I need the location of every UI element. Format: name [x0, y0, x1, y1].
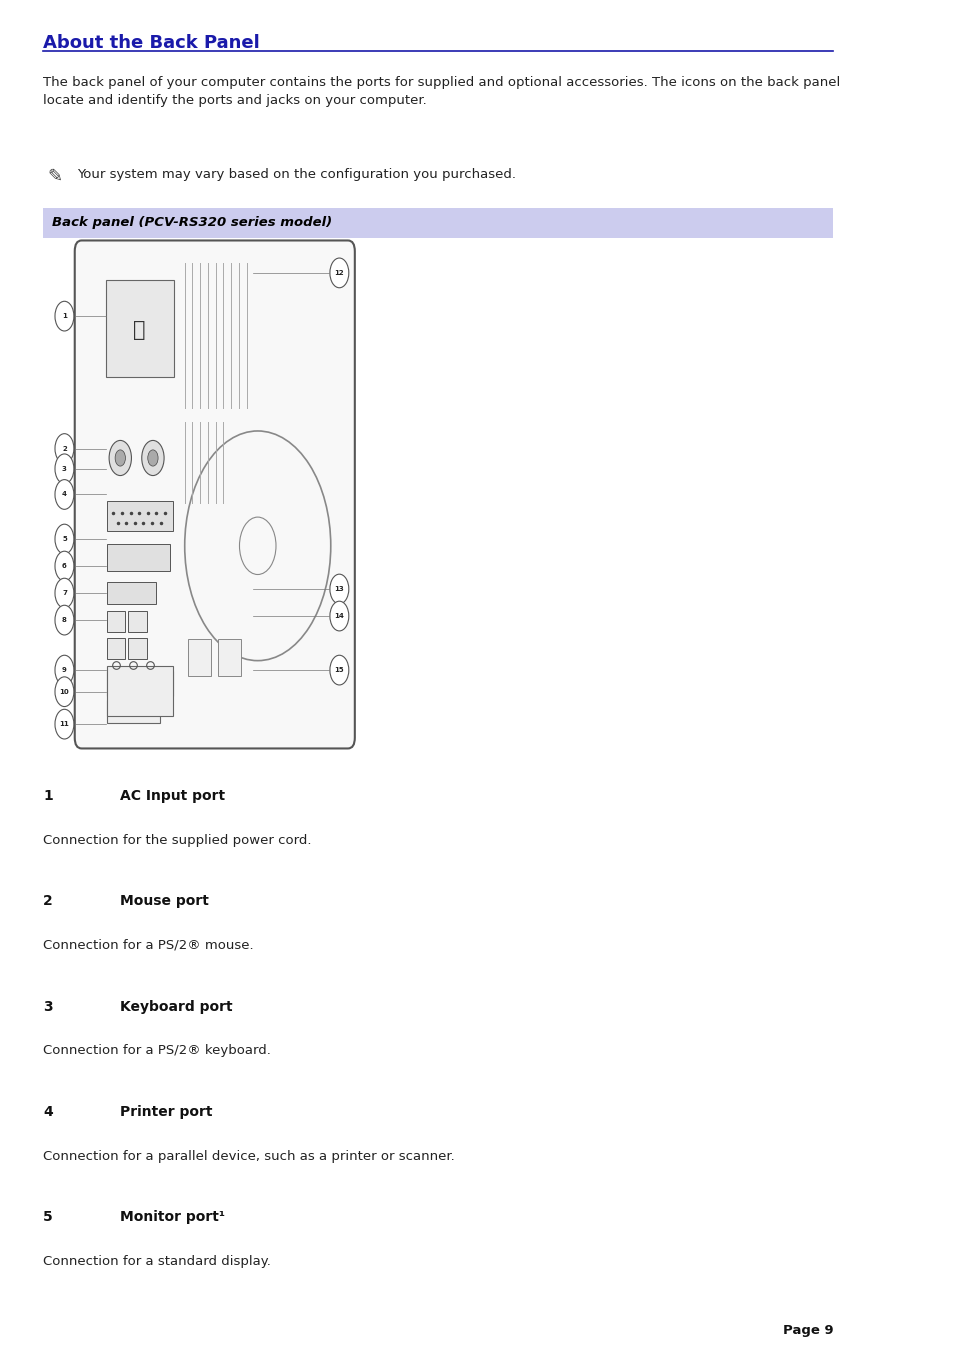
Text: Connection for the supplied power cord.: Connection for the supplied power cord. [43, 834, 311, 847]
FancyBboxPatch shape [107, 501, 172, 531]
Text: 8: 8 [62, 617, 67, 623]
FancyBboxPatch shape [218, 639, 241, 676]
Text: Back panel (PCV-RS320 series model): Back panel (PCV-RS320 series model) [51, 216, 332, 230]
Circle shape [330, 601, 349, 631]
Text: 11: 11 [59, 721, 70, 727]
Text: 4: 4 [43, 1105, 52, 1119]
Circle shape [148, 450, 158, 466]
Circle shape [330, 655, 349, 685]
Circle shape [330, 258, 349, 288]
FancyBboxPatch shape [128, 638, 147, 659]
Circle shape [55, 578, 73, 608]
Text: 5: 5 [62, 536, 67, 542]
Text: ⏻: ⏻ [132, 320, 145, 339]
Text: Keyboard port: Keyboard port [120, 1000, 233, 1013]
FancyBboxPatch shape [107, 638, 125, 659]
Text: Connection for a parallel device, such as a printer or scanner.: Connection for a parallel device, such a… [43, 1150, 455, 1163]
Text: Connection for a PS/2® keyboard.: Connection for a PS/2® keyboard. [43, 1044, 271, 1058]
FancyBboxPatch shape [107, 671, 172, 696]
FancyBboxPatch shape [128, 611, 147, 632]
Text: ✎: ✎ [48, 168, 62, 185]
Text: Connection for a PS/2® mouse.: Connection for a PS/2® mouse. [43, 939, 253, 952]
Text: AC Input port: AC Input port [120, 789, 225, 802]
Text: Your system may vary based on the configuration you purchased.: Your system may vary based on the config… [77, 168, 516, 181]
Text: 4: 4 [62, 492, 67, 497]
Text: Monitor port¹: Monitor port¹ [120, 1210, 225, 1224]
Text: 14: 14 [335, 613, 344, 619]
Circle shape [55, 655, 73, 685]
FancyBboxPatch shape [107, 582, 155, 604]
Text: Page 9: Page 9 [781, 1324, 833, 1337]
Text: 1: 1 [62, 313, 67, 319]
Text: 7: 7 [62, 590, 67, 596]
FancyBboxPatch shape [107, 544, 170, 571]
Circle shape [55, 434, 73, 463]
Text: 2: 2 [62, 446, 67, 451]
Text: 3: 3 [62, 466, 67, 471]
Circle shape [115, 450, 125, 466]
Text: 15: 15 [335, 667, 344, 673]
Text: 13: 13 [335, 586, 344, 592]
Text: 2: 2 [43, 894, 52, 908]
Circle shape [55, 480, 73, 509]
Text: 10: 10 [59, 689, 70, 694]
Circle shape [55, 301, 73, 331]
Circle shape [109, 440, 132, 476]
Circle shape [55, 605, 73, 635]
FancyBboxPatch shape [107, 666, 172, 716]
Text: Connection for a standard display.: Connection for a standard display. [43, 1255, 271, 1269]
Text: 6: 6 [62, 563, 67, 569]
Circle shape [55, 709, 73, 739]
Text: About the Back Panel: About the Back Panel [43, 34, 259, 51]
FancyBboxPatch shape [107, 700, 160, 723]
Text: Mouse port: Mouse port [120, 894, 209, 908]
Text: Printer port: Printer port [120, 1105, 213, 1119]
Text: 9: 9 [62, 667, 67, 673]
FancyBboxPatch shape [43, 208, 833, 238]
Circle shape [55, 524, 73, 554]
FancyBboxPatch shape [107, 611, 125, 632]
Text: 1: 1 [43, 789, 52, 802]
Circle shape [330, 574, 349, 604]
Circle shape [55, 454, 73, 484]
Text: 12: 12 [335, 270, 344, 276]
Text: 5: 5 [43, 1210, 52, 1224]
Circle shape [55, 677, 73, 707]
Circle shape [55, 551, 73, 581]
FancyBboxPatch shape [74, 240, 355, 748]
FancyBboxPatch shape [188, 639, 212, 676]
Text: The back panel of your computer contains the ports for supplied and optional acc: The back panel of your computer contains… [43, 76, 840, 107]
Text: 3: 3 [43, 1000, 52, 1013]
FancyBboxPatch shape [106, 280, 173, 377]
Circle shape [142, 440, 164, 476]
